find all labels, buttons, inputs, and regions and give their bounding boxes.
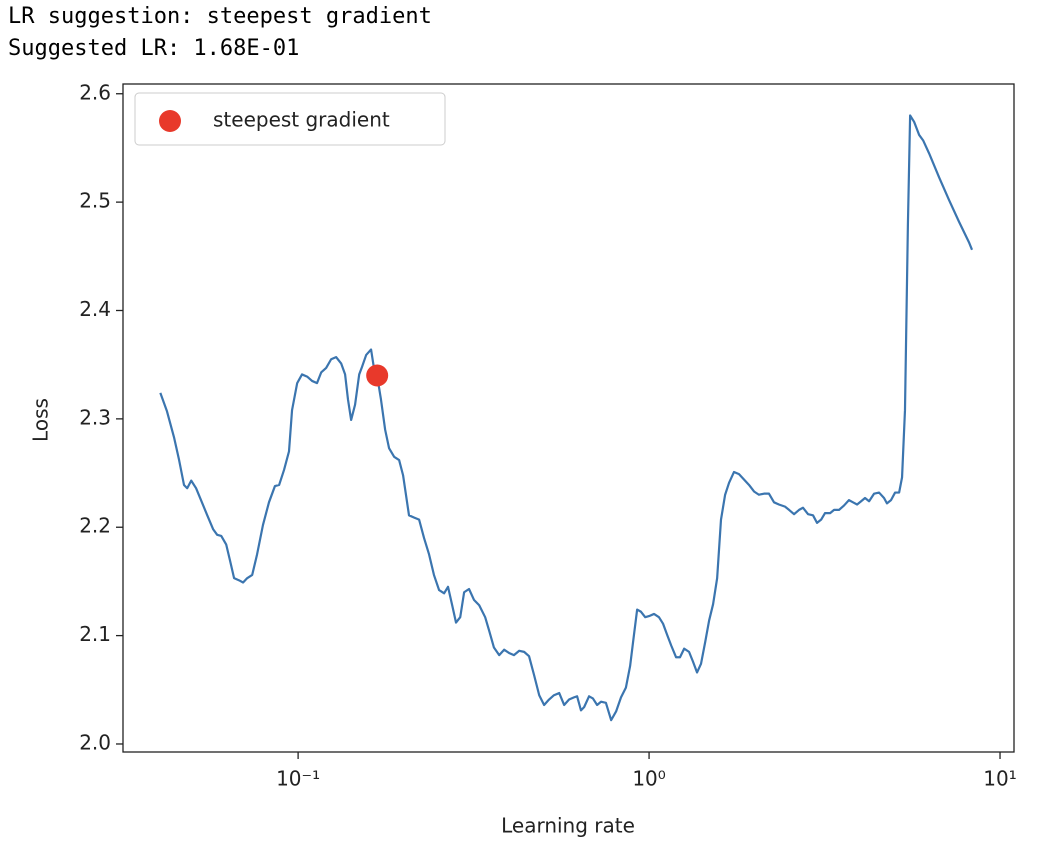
legend-marker	[159, 110, 181, 132]
x-axis-label: Learning rate	[501, 814, 635, 838]
y-tick-label: 2.5	[79, 189, 111, 213]
y-tick-label: 2.2	[79, 514, 111, 538]
x-tick-label: 10⁻¹	[276, 767, 320, 791]
y-tick-label: 2.4	[79, 297, 111, 321]
output-line: Suggested LR: 1.68E-01	[8, 36, 300, 61]
y-tick-label: 2.0	[79, 730, 111, 754]
legend-box	[134, 92, 446, 146]
x-tick-label: 10⁰	[632, 767, 665, 791]
suggestion-point	[366, 364, 389, 387]
x-tick-label: 10¹	[983, 767, 1016, 791]
y-axis-label: Loss	[29, 398, 53, 442]
axes-frame	[122, 83, 1015, 753]
y-tick-label: 2.3	[79, 405, 111, 429]
y-tick-label: 2.1	[79, 622, 111, 646]
y-tick-label: 2.6	[79, 80, 111, 104]
output-line: LR suggestion: steepest gradient	[8, 4, 432, 29]
loss-line	[159, 114, 974, 722]
legend-label: steepest gradient	[213, 108, 390, 132]
